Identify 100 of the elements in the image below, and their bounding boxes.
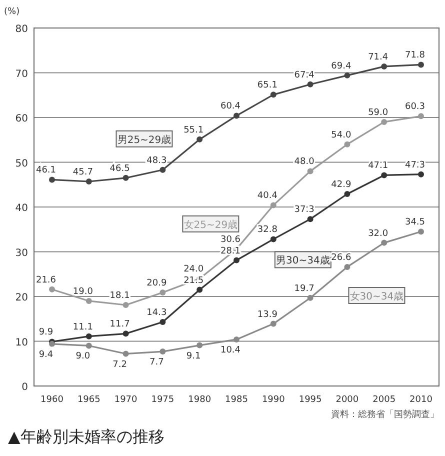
y-tick-label: 0 (22, 382, 28, 393)
data-label: 19.0 (72, 286, 94, 297)
point (307, 168, 314, 174)
x-tick-label: 1990 (262, 395, 286, 405)
data-label: 9.0 (76, 352, 90, 362)
y-tick-label: 30 (15, 248, 28, 259)
point (86, 178, 92, 184)
point (160, 166, 166, 173)
x-tick-label: 2005 (372, 395, 396, 405)
data-label: 32.0 (368, 228, 388, 239)
x-tick-label: 1965 (77, 395, 100, 405)
point (381, 240, 388, 246)
point (381, 118, 388, 125)
x-tick-label: 1970 (114, 395, 138, 405)
data-label: 26.6 (331, 252, 352, 263)
data-label: 11.7 (110, 320, 130, 330)
data-label: 71.4 (368, 52, 388, 62)
point (381, 172, 388, 178)
point (344, 264, 350, 270)
point (86, 333, 92, 340)
point (307, 294, 314, 301)
series-label: 男30~34歳 (276, 254, 330, 267)
x-tick-label: 1995 (298, 395, 322, 405)
point (418, 113, 424, 120)
data-label: 45.7 (72, 167, 93, 178)
series-label: 男25~29歳 (117, 134, 172, 146)
y-tick-label: 40 (15, 203, 28, 214)
text: ▲年齢別未婚率の推移 (8, 427, 164, 446)
x-tick-label: 1980 (188, 395, 212, 405)
x-tick-label: 1985 (225, 395, 248, 405)
data-label: 46.5 (110, 164, 130, 174)
data-label: 24.0 (184, 264, 204, 275)
point (344, 141, 350, 148)
data-label: 9.1 (186, 351, 201, 362)
y-tick-label: 10 (15, 337, 28, 348)
data-label: 30.6 (220, 235, 241, 246)
x-tick-label: 1975 (151, 395, 174, 405)
point (122, 350, 129, 357)
data-label: 20.9 (146, 278, 167, 288)
y-tick-label: 20 (15, 292, 28, 304)
point (270, 202, 276, 208)
data-label: 47.1 (368, 161, 388, 172)
point (196, 136, 203, 142)
data-label: 60.4 (220, 102, 241, 112)
point (160, 319, 166, 326)
point (49, 286, 55, 292)
data-label: 54.0 (331, 130, 352, 140)
point (307, 81, 314, 88)
text: 資料：総務省「国勢調査」 (331, 409, 439, 420)
data-label: 60.3 (404, 102, 426, 112)
data-label: 34.5 (404, 218, 426, 228)
point (234, 112, 240, 119)
point (307, 216, 314, 222)
point (122, 330, 129, 337)
data-label: 10.4 (220, 345, 241, 356)
text: 女30~34歳 (350, 290, 404, 302)
data-label: 67.4 (294, 70, 315, 80)
point (49, 176, 55, 183)
data-label: 69.4 (331, 61, 352, 72)
data-label: 7.7 (150, 358, 164, 368)
data-label: 11.1 (72, 322, 93, 332)
y-tick-label: 70 (15, 68, 28, 80)
point (122, 302, 129, 308)
point (270, 320, 276, 327)
y-tick-label: 50 (15, 158, 28, 170)
point (418, 62, 424, 68)
data-label: 14.3 (146, 308, 167, 318)
data-label: 9.9 (38, 328, 54, 338)
data-label: 21.6 (36, 275, 56, 286)
point (122, 174, 129, 181)
point (344, 191, 350, 198)
y-tick-label: 60 (15, 114, 28, 124)
point (418, 228, 424, 235)
point (234, 257, 240, 264)
data-label: 19.7 (294, 284, 314, 294)
point (270, 236, 276, 242)
x-tick-label: 2010 (410, 395, 433, 405)
point (86, 298, 92, 304)
point (196, 286, 203, 293)
data-label: 71.8 (404, 50, 426, 61)
data-label: 32.8 (257, 225, 278, 236)
x-tick-label: 1960 (40, 395, 64, 405)
data-label: 46.1 (36, 166, 56, 176)
point (418, 171, 424, 178)
y-tick-label: 80 (15, 24, 28, 35)
data-label: 65.1 (257, 80, 278, 91)
x-tick-label: 2000 (336, 395, 359, 405)
data-label: 7.2 (112, 360, 127, 370)
data-label: 40.4 (257, 191, 278, 202)
series-label: 女25~29歳 (184, 218, 238, 231)
data-label: 9.4 (38, 350, 54, 360)
y-axis-title: (%) (4, 7, 20, 17)
point (344, 72, 350, 78)
point (270, 92, 276, 98)
data-label: 47.3 (404, 160, 426, 170)
data-label: 13.9 (257, 310, 278, 320)
point (86, 342, 92, 349)
data-label: 37.3 (294, 205, 314, 216)
data-label: 21.5 (184, 276, 204, 286)
point (234, 336, 240, 342)
